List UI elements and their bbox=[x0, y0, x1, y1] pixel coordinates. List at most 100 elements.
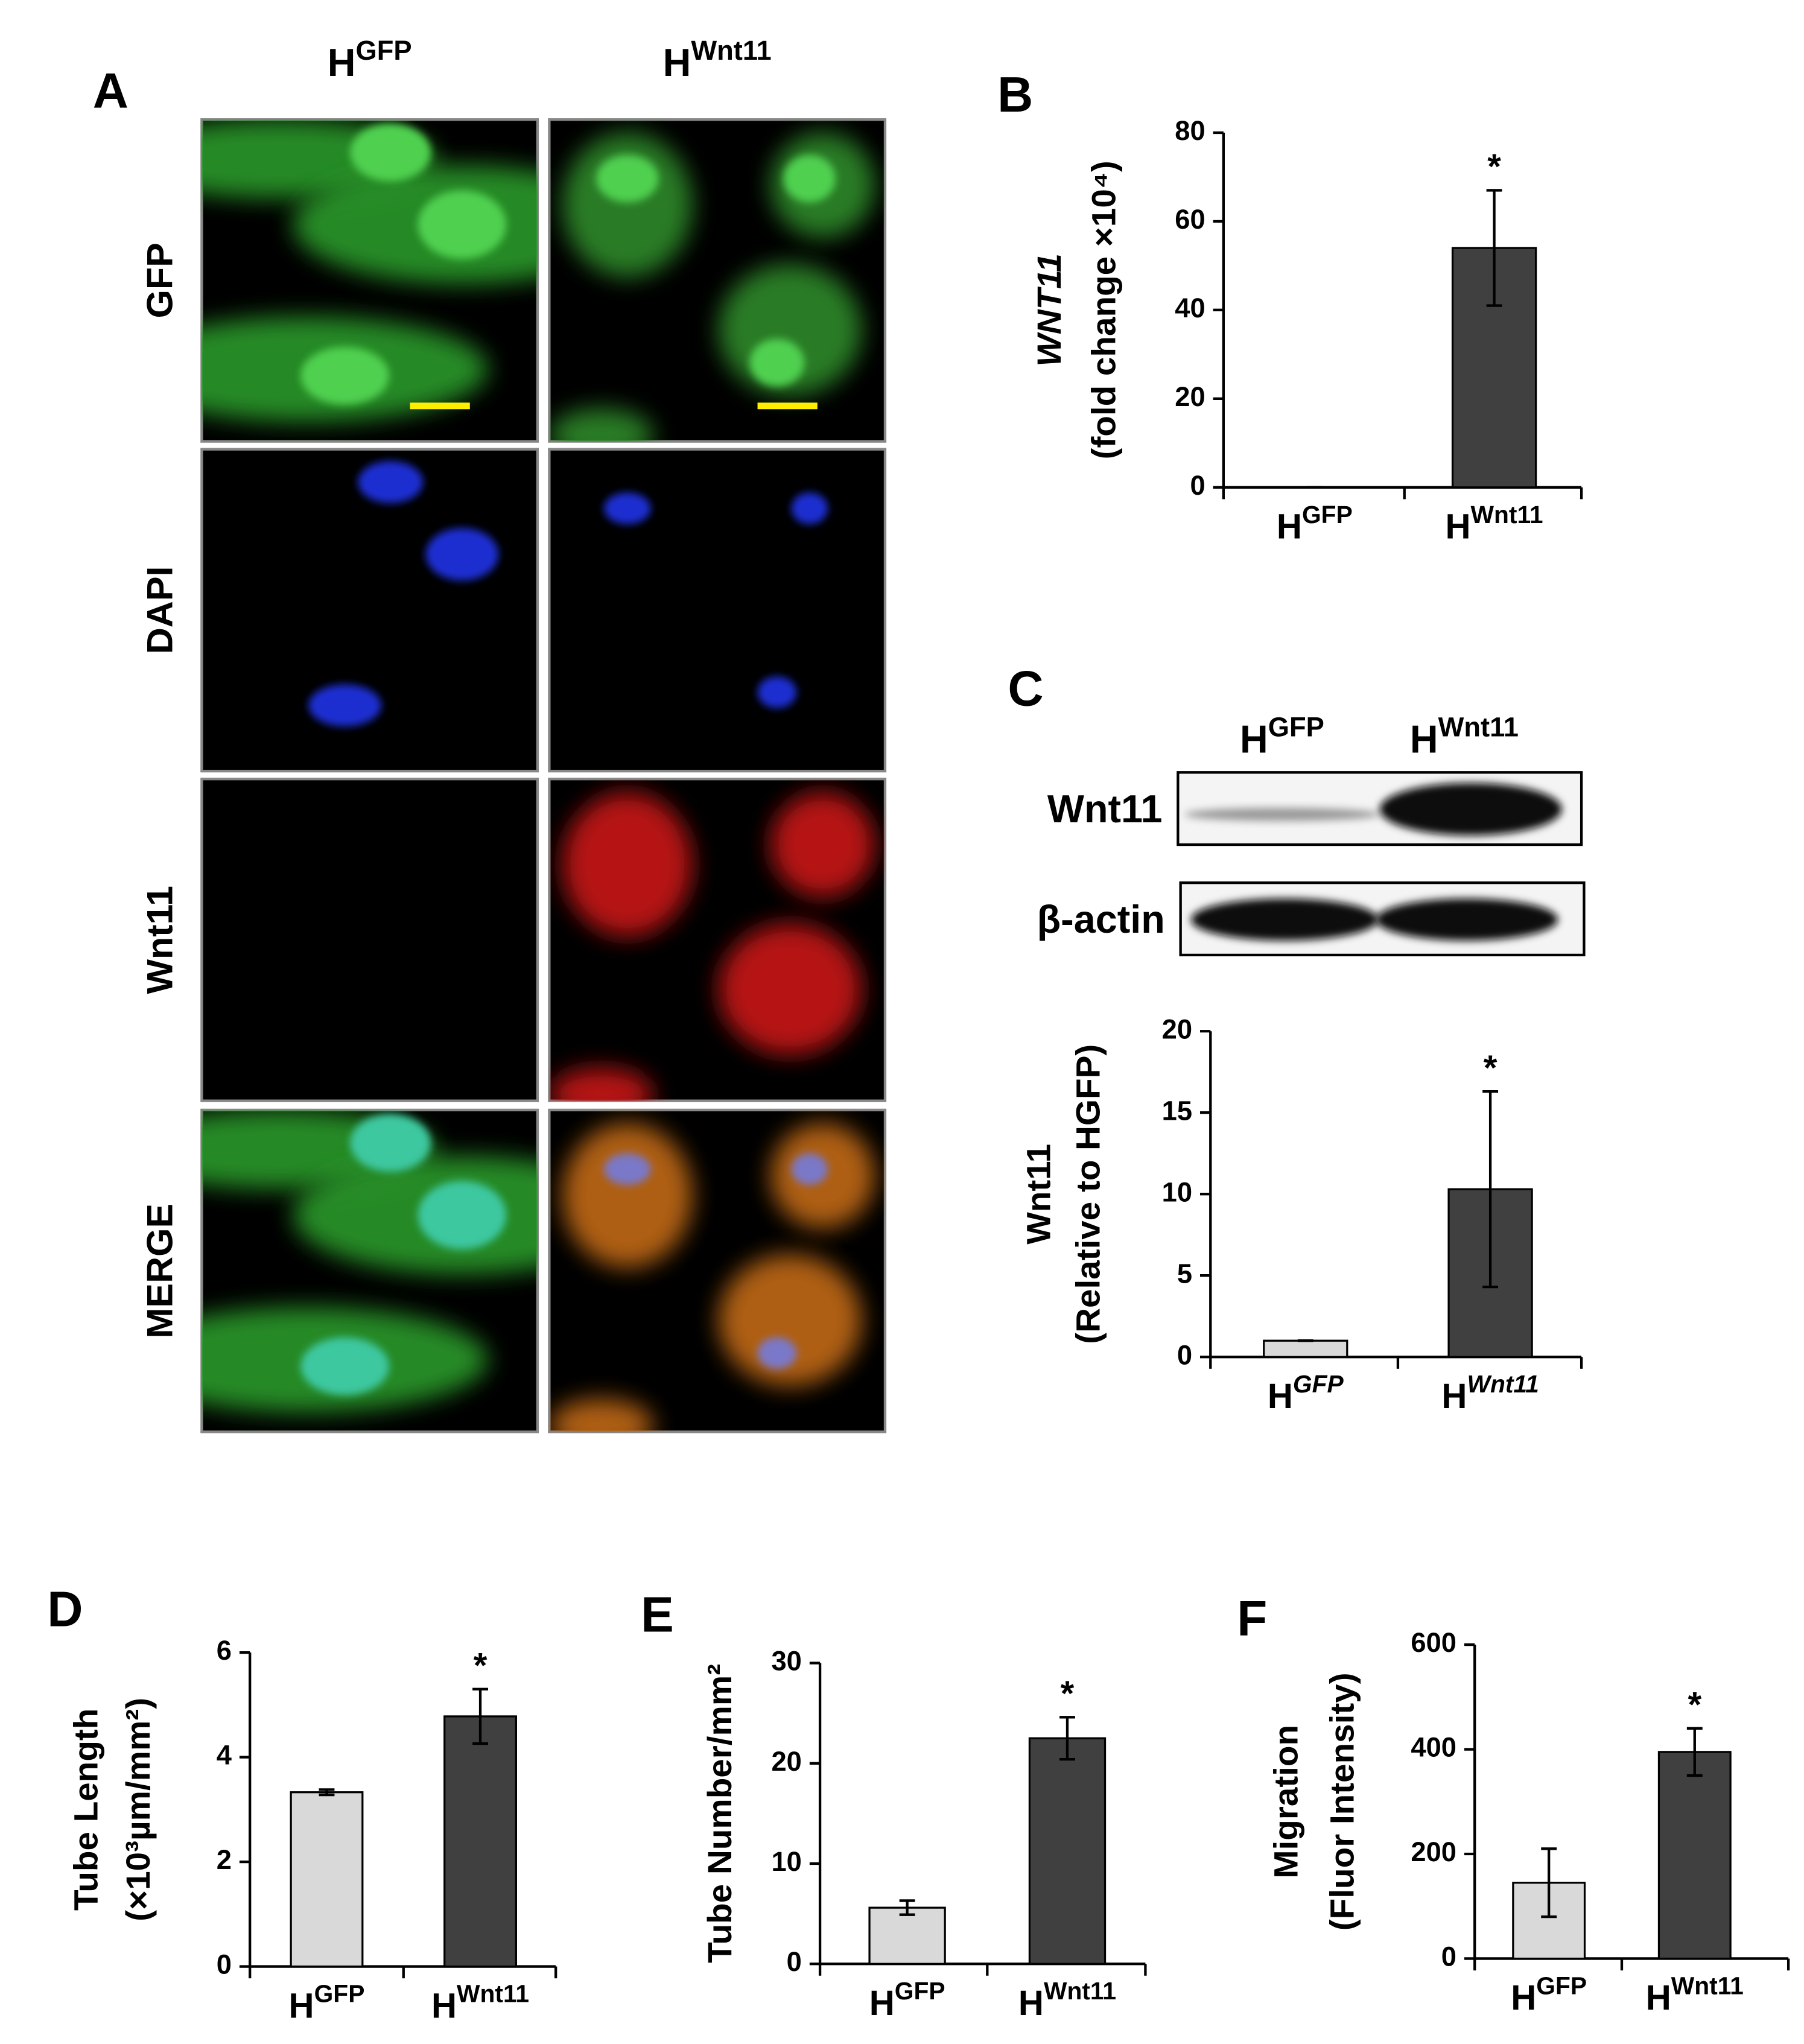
image-content bbox=[549, 1123, 875, 1432]
error-bar bbox=[1486, 189, 1502, 307]
cell bbox=[603, 1153, 651, 1185]
cell bbox=[562, 1123, 693, 1268]
column-header: HWnt11 bbox=[663, 35, 772, 84]
y-tick-label: 400 bbox=[1411, 1731, 1456, 1762]
panel-label: C bbox=[1008, 661, 1043, 716]
row-label: MERGE bbox=[139, 1204, 180, 1339]
image-frame bbox=[548, 448, 887, 773]
y-tick-label: 60 bbox=[1175, 204, 1205, 235]
y-tick-label: 30 bbox=[771, 1645, 801, 1676]
cell bbox=[783, 154, 836, 203]
bar bbox=[290, 1791, 364, 1968]
image-content bbox=[549, 792, 875, 1101]
band bbox=[1184, 808, 1380, 821]
y-tick-label: 0 bbox=[217, 1949, 232, 1979]
cell bbox=[757, 676, 797, 708]
y-tick-label: 2 bbox=[217, 1844, 232, 1875]
micrograph bbox=[548, 1108, 887, 1433]
cell bbox=[350, 1114, 431, 1172]
y-axis-label: (Relative to HGFP) bbox=[1069, 1044, 1107, 1344]
cell bbox=[425, 528, 499, 581]
cell bbox=[718, 1254, 862, 1386]
cell bbox=[562, 132, 693, 278]
cell bbox=[549, 1398, 653, 1432]
blot-label: Wnt11 bbox=[1047, 787, 1163, 831]
y-tick-label: 10 bbox=[1162, 1176, 1192, 1207]
significance: * bbox=[1061, 1674, 1075, 1713]
cell bbox=[300, 1337, 390, 1395]
significance: * bbox=[1484, 1049, 1498, 1088]
micrograph bbox=[548, 778, 887, 1102]
y-axis-label: WNT11 bbox=[1030, 253, 1068, 367]
y-axis-label: (Fluor Intensity) bbox=[1323, 1672, 1361, 1931]
cell bbox=[718, 923, 862, 1055]
y-tick-label: 10 bbox=[771, 1846, 801, 1877]
y-tick-label: 20 bbox=[771, 1746, 801, 1777]
panel-label: E bbox=[641, 1587, 674, 1642]
cell bbox=[300, 346, 390, 405]
bar bbox=[868, 1906, 946, 1965]
significance: * bbox=[474, 1646, 488, 1685]
y-tick-label: 80 bbox=[1175, 115, 1205, 146]
panel-label: B bbox=[997, 67, 1033, 122]
micrograph bbox=[200, 778, 539, 1102]
panel-label: A bbox=[93, 63, 129, 118]
error-bar bbox=[472, 1687, 488, 1745]
x-tick-label: HWnt11 bbox=[1441, 1370, 1539, 1417]
bar bbox=[1263, 1339, 1348, 1358]
y-axis-label: Migration bbox=[1267, 1725, 1305, 1879]
image-frame bbox=[200, 778, 539, 1102]
x-tick-label: HWnt11 bbox=[1446, 500, 1543, 547]
micrograph bbox=[548, 118, 887, 443]
y-tick-label: 600 bbox=[1411, 1627, 1456, 1658]
y-tick-label: 200 bbox=[1411, 1836, 1456, 1867]
cell bbox=[603, 492, 651, 524]
cell bbox=[549, 408, 653, 442]
cell bbox=[596, 154, 659, 203]
image-content bbox=[202, 1109, 538, 1412]
cell bbox=[791, 1153, 828, 1185]
y-axis-label: Wnt11 bbox=[1020, 1144, 1058, 1245]
cell bbox=[770, 792, 875, 898]
x-tick-label: HGFP bbox=[289, 1979, 365, 2026]
cell bbox=[350, 123, 431, 182]
y-tick-label: 6 bbox=[217, 1635, 232, 1666]
panel-label: F bbox=[1237, 1591, 1267, 1646]
bar bbox=[1028, 1737, 1107, 1965]
y-tick-label: 0 bbox=[1190, 470, 1205, 501]
cell bbox=[308, 684, 382, 727]
micrograph bbox=[200, 448, 539, 773]
column-header: HGFP bbox=[328, 35, 412, 84]
cell bbox=[358, 461, 424, 503]
x-tick-label: HGFP bbox=[1268, 1370, 1344, 1417]
image-content bbox=[603, 492, 828, 708]
micrograph bbox=[200, 1108, 539, 1433]
error-bar bbox=[1059, 1716, 1075, 1761]
error-bar bbox=[1541, 1847, 1557, 1919]
band bbox=[1190, 898, 1379, 941]
y-tick-label: 20 bbox=[1175, 381, 1205, 412]
row-label: DAPI bbox=[139, 567, 180, 655]
y-tick-label: 4 bbox=[217, 1739, 232, 1770]
significance: * bbox=[1487, 147, 1501, 186]
band bbox=[1379, 782, 1562, 836]
image-content bbox=[202, 119, 538, 422]
bar bbox=[1657, 1751, 1732, 1960]
panel-label: D bbox=[47, 1581, 83, 1637]
image-content bbox=[549, 132, 875, 442]
cell bbox=[757, 1337, 797, 1369]
y-tick-label: 20 bbox=[1162, 1014, 1192, 1044]
band bbox=[1376, 898, 1558, 941]
y-axis-label: (fold change ×10⁴) bbox=[1085, 160, 1123, 459]
x-tick-label: HGFP bbox=[1277, 500, 1353, 547]
row-label: GFP bbox=[139, 243, 180, 318]
cell bbox=[791, 492, 828, 524]
cell bbox=[549, 1068, 653, 1101]
error-bar bbox=[1482, 1090, 1499, 1289]
y-axis-label: Tube Length bbox=[67, 1709, 105, 1911]
y-axis-label: (×10³µm/mm²) bbox=[119, 1698, 157, 1922]
bar bbox=[443, 1715, 517, 1968]
y-tick-label: 40 bbox=[1175, 293, 1205, 323]
cell bbox=[418, 190, 507, 259]
